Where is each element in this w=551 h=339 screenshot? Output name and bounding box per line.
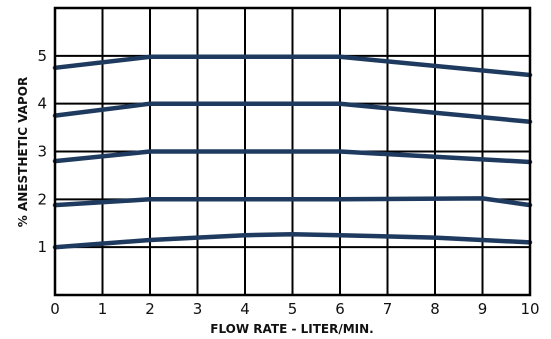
x-tick-label: 7 bbox=[383, 300, 393, 318]
y-axis-label: % ANESTHETIC VAPOR bbox=[16, 77, 30, 227]
x-tick-label: 2 bbox=[145, 300, 155, 318]
y-tick-label: 1 bbox=[37, 238, 47, 256]
series-line bbox=[52, 101, 533, 125]
series-group bbox=[52, 54, 533, 250]
x-tick-label: 4 bbox=[240, 300, 250, 318]
x-tick-label: 9 bbox=[478, 300, 488, 318]
series-line bbox=[52, 149, 533, 165]
x-tick-label: 1 bbox=[98, 300, 108, 318]
x-tick-label: 0 bbox=[50, 300, 60, 318]
x-tick-label: 8 bbox=[430, 300, 440, 318]
x-tick-label: 6 bbox=[335, 300, 345, 318]
y-tick-label: 3 bbox=[37, 143, 47, 161]
x-axis-label: FLOW RATE - LITER/MIN. bbox=[210, 322, 373, 336]
series-line bbox=[52, 54, 533, 78]
x-tick-label: 10 bbox=[520, 300, 539, 318]
series-line bbox=[52, 196, 533, 208]
series-line bbox=[52, 232, 533, 250]
x-tick-label: 3 bbox=[193, 300, 203, 318]
y-tick-label: 2 bbox=[37, 190, 47, 208]
y-tick-label: 4 bbox=[37, 95, 47, 113]
x-tick-label: 5 bbox=[288, 300, 298, 318]
y-tick-label: 5 bbox=[37, 47, 47, 65]
tick-labels: 0 1 2 3 4 5 6 7 8 9 10 1 2 3 4 5 bbox=[37, 47, 539, 318]
plot-frame bbox=[53, 6, 532, 297]
